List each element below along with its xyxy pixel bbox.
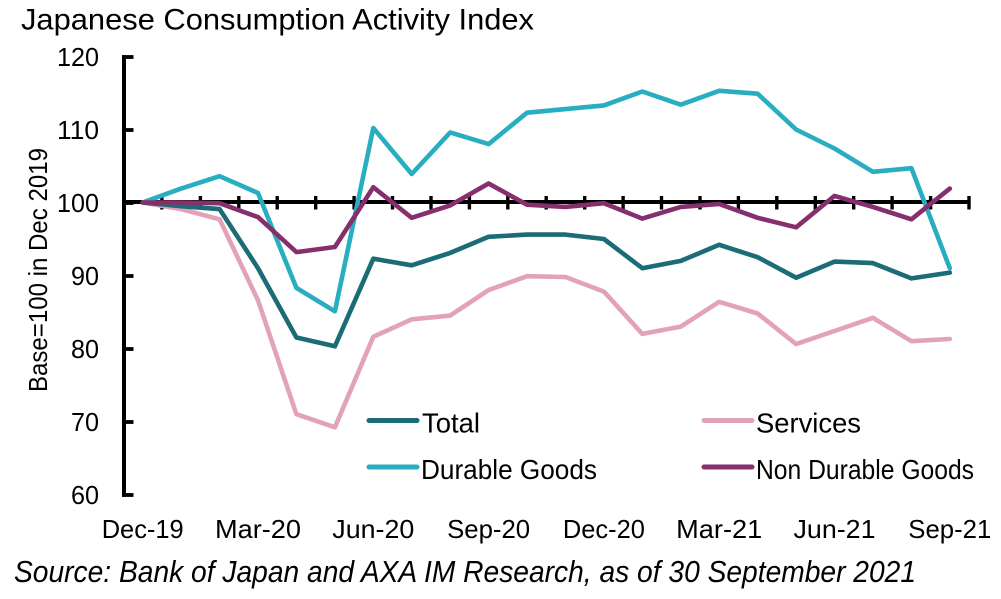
svg-text:120: 120	[57, 42, 99, 72]
svg-text:Sep-21: Sep-21	[908, 514, 991, 544]
svg-text:100: 100	[57, 188, 99, 218]
svg-text:70: 70	[71, 407, 99, 437]
svg-text:Dec-20: Dec-20	[563, 514, 645, 544]
svg-text:Mar-20: Mar-20	[215, 514, 301, 544]
svg-text:110: 110	[57, 115, 99, 145]
svg-text:Services: Services	[756, 408, 861, 439]
svg-text:Mar-21: Mar-21	[676, 514, 762, 544]
svg-text:Sep-20: Sep-20	[447, 514, 530, 544]
svg-text:Jun-21: Jun-21	[794, 514, 876, 544]
svg-text:Durable Goods: Durable Goods	[421, 454, 597, 485]
svg-text:Non Durable Goods: Non Durable Goods	[756, 454, 974, 485]
svg-text:Source: Bank of Japan and AXA: Source: Bank of Japan and AXA IM Researc…	[14, 554, 916, 589]
svg-text:60: 60	[71, 480, 99, 510]
svg-text:Total: Total	[422, 408, 480, 439]
svg-text:Jun-20: Jun-20	[332, 514, 414, 544]
svg-text:Japanese Consumption Activity: Japanese Consumption Activity Index	[21, 4, 534, 37]
svg-text:80: 80	[71, 334, 99, 364]
svg-text:Dec-19: Dec-19	[102, 514, 184, 544]
svg-text:Base=100 in Dec 2019: Base=100 in Dec 2019	[23, 148, 53, 392]
svg-text:90: 90	[71, 261, 99, 291]
